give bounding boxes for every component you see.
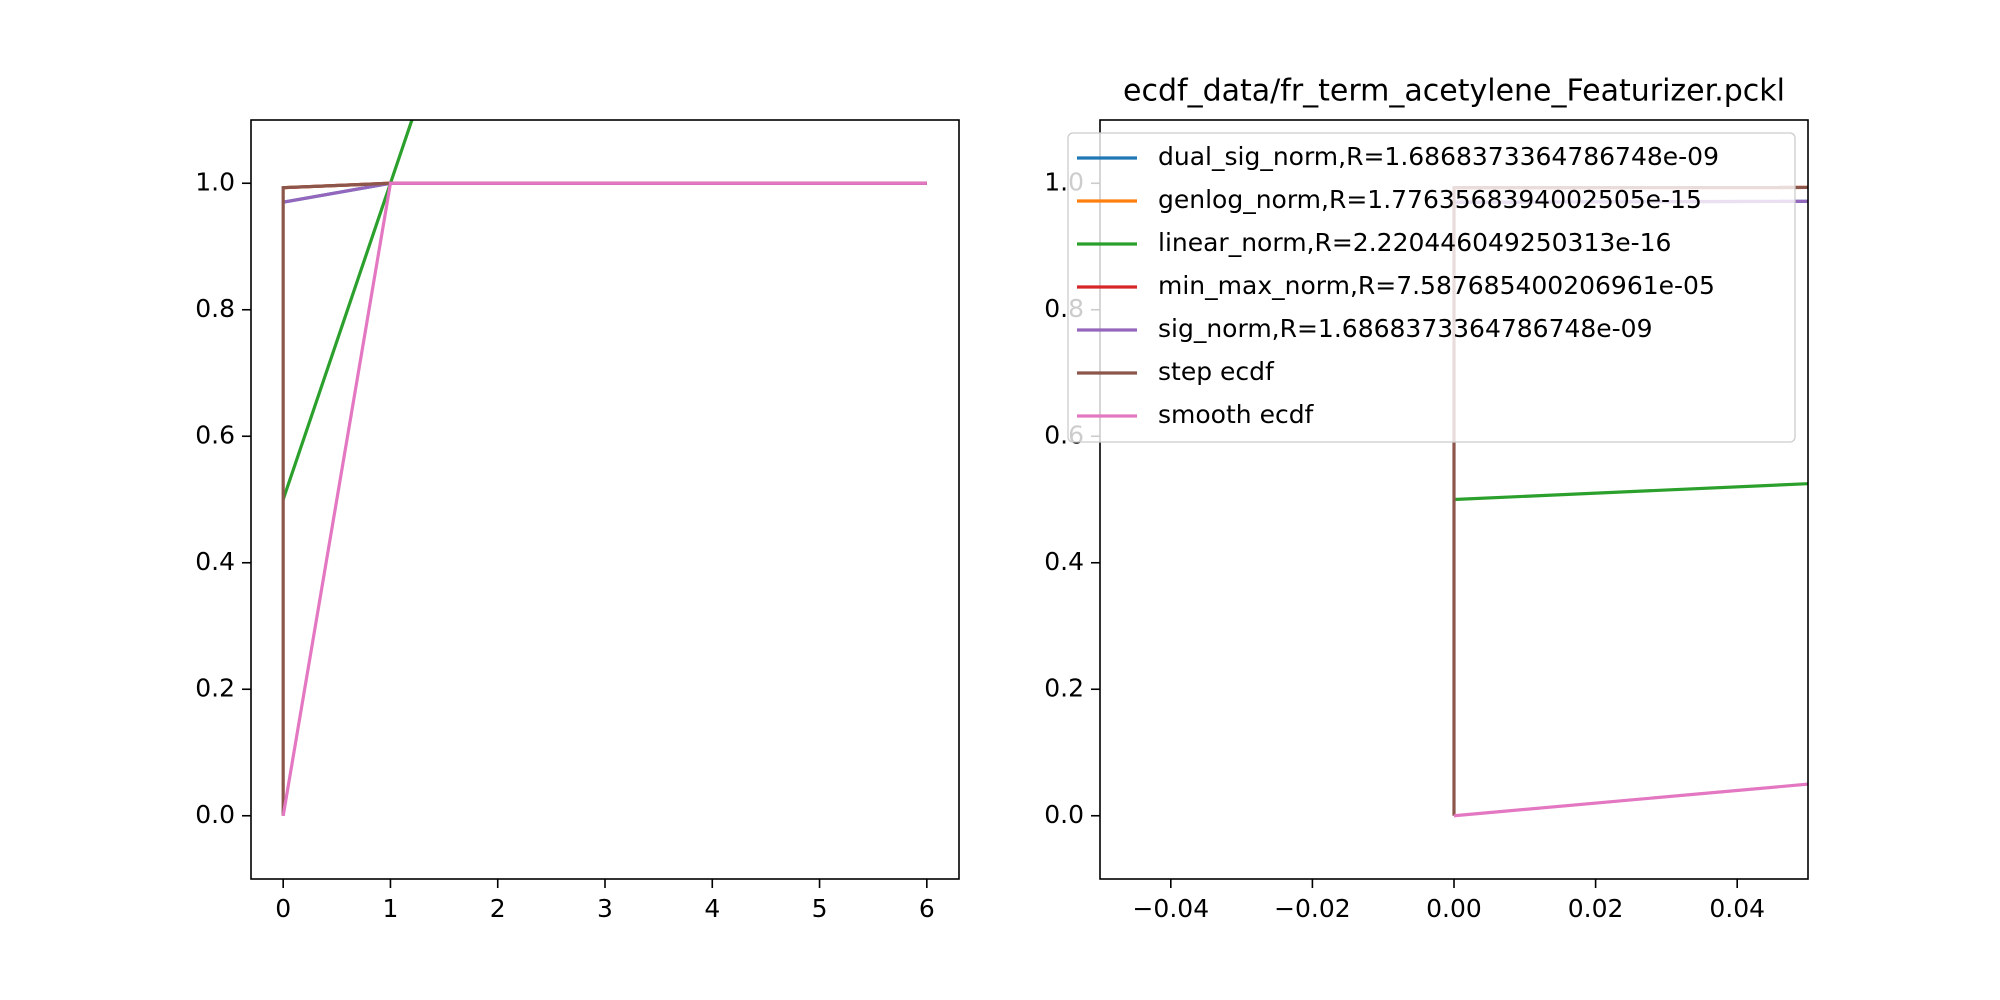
y-tick-label: 0.8 bbox=[195, 294, 235, 323]
legend-label: sig_norm,R=1.6868373364786748e-09 bbox=[1158, 314, 1653, 343]
x-tick-label: 0 bbox=[275, 894, 291, 923]
x-tick-label: −0.02 bbox=[1274, 894, 1351, 923]
x-tick-label: 5 bbox=[812, 894, 828, 923]
legend-label: dual_sig_norm,R=1.6868373364786748e-09 bbox=[1158, 142, 1719, 171]
plot-area bbox=[1452, 185, 1808, 818]
legend-label: smooth ecdf bbox=[1158, 400, 1315, 429]
x-tick-label: 3 bbox=[597, 894, 613, 923]
legend-label: linear_norm,R=2.220446049250313e-16 bbox=[1158, 228, 1671, 257]
plot-area bbox=[281, 120, 927, 817]
series-line bbox=[282, 181, 927, 204]
x-tick-label: 0.04 bbox=[1709, 894, 1765, 923]
legend-label: genlog_norm,R=1.7763568394002505e-15 bbox=[1158, 185, 1702, 214]
axes-frame bbox=[250, 119, 960, 880]
series-line bbox=[1452, 185, 1808, 816]
y-tick-label: 1.0 bbox=[195, 167, 235, 196]
x-tick-label: 0.02 bbox=[1568, 894, 1624, 923]
x-tick-label: −0.04 bbox=[1132, 894, 1209, 923]
x-tick-label: 6 bbox=[919, 894, 935, 923]
x-tick-label: 2 bbox=[490, 894, 506, 923]
y-tick-label: 0.0 bbox=[1044, 800, 1084, 829]
y-tick-label: 0.4 bbox=[195, 547, 235, 576]
x-tick-label: 1 bbox=[383, 894, 399, 923]
y-tick-label: 0.2 bbox=[1044, 673, 1084, 702]
legend-label: step ecdf bbox=[1158, 357, 1275, 386]
y-tick-label: 0.2 bbox=[195, 673, 235, 702]
legend-label: min_max_norm,R=7.587685400206961e-05 bbox=[1158, 271, 1715, 300]
y-tick-label: 0.6 bbox=[195, 420, 235, 449]
legend-box bbox=[1067, 132, 1796, 443]
y-tick-label: 0.4 bbox=[1044, 547, 1084, 576]
series-line bbox=[281, 181, 927, 816]
y-tick-label: 0.0 bbox=[195, 800, 235, 829]
chart-title: ecdf_data/fr_term_acetylene_Featurizer.p… bbox=[1123, 74, 1785, 109]
x-tick-label: 4 bbox=[704, 894, 720, 923]
series-line bbox=[281, 181, 927, 817]
x-tick-label: 0.00 bbox=[1426, 894, 1482, 923]
